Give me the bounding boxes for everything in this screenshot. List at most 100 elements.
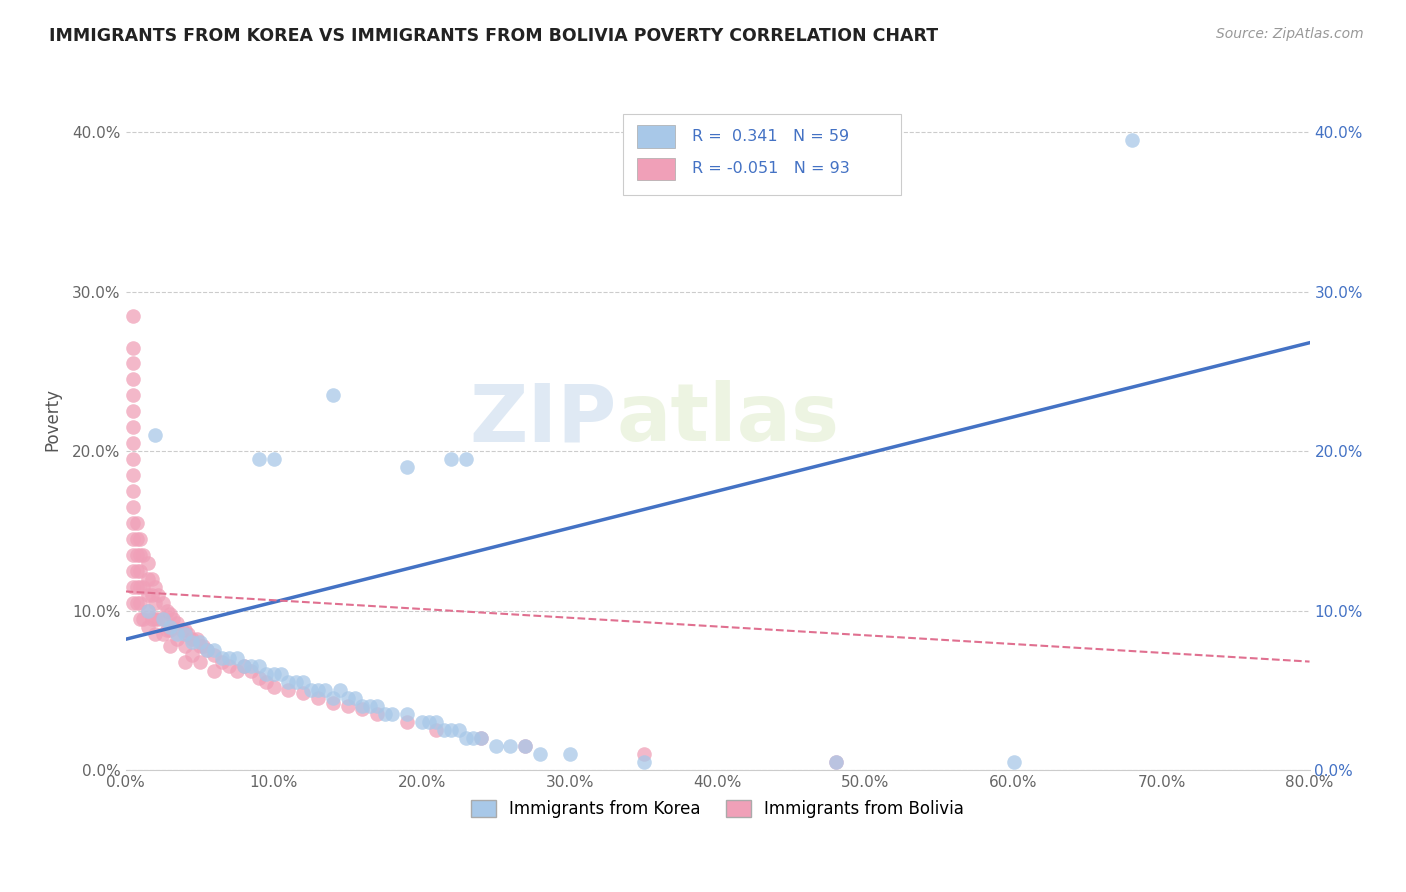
Point <box>202 643 225 657</box>
Point <box>418 715 440 730</box>
Point <box>307 683 329 698</box>
Point <box>218 651 240 665</box>
Point <box>166 632 188 647</box>
Point <box>152 596 174 610</box>
Point <box>307 691 329 706</box>
Point <box>322 696 344 710</box>
Point <box>166 616 188 631</box>
Point <box>136 603 159 617</box>
FancyBboxPatch shape <box>637 158 675 180</box>
Point <box>329 683 352 698</box>
Point <box>211 651 233 665</box>
Point <box>336 699 359 714</box>
Point <box>143 428 166 442</box>
Point <box>170 623 193 637</box>
Point <box>454 731 477 745</box>
FancyBboxPatch shape <box>623 114 901 194</box>
Point <box>366 699 388 714</box>
Point <box>122 596 145 610</box>
FancyBboxPatch shape <box>637 126 675 148</box>
Point <box>633 755 655 769</box>
Point <box>225 664 247 678</box>
Point <box>162 611 184 625</box>
Point <box>425 723 447 738</box>
Point <box>499 739 522 753</box>
Point <box>240 659 263 673</box>
Point <box>433 723 456 738</box>
Point <box>195 643 218 657</box>
Point <box>1002 755 1025 769</box>
Point <box>366 707 388 722</box>
Point <box>132 548 155 562</box>
Point <box>129 580 152 594</box>
Point <box>352 702 374 716</box>
Point <box>277 683 299 698</box>
Legend: Immigrants from Korea, Immigrants from Bolivia: Immigrants from Korea, Immigrants from B… <box>464 793 970 825</box>
Point <box>254 675 277 690</box>
Point <box>381 707 404 722</box>
Point <box>218 659 240 673</box>
Point <box>143 627 166 641</box>
Point <box>127 548 149 562</box>
Point <box>374 707 396 722</box>
Point <box>159 607 181 621</box>
Point <box>484 739 506 753</box>
Point <box>225 651 247 665</box>
Text: ZIP: ZIP <box>470 380 617 458</box>
Point <box>240 664 263 678</box>
Point <box>277 675 299 690</box>
Point <box>146 588 169 602</box>
Point <box>156 623 179 637</box>
Point <box>122 580 145 594</box>
Point <box>463 731 485 745</box>
Point <box>284 675 307 690</box>
Point <box>633 747 655 761</box>
Point <box>425 715 447 730</box>
Point <box>173 627 195 641</box>
Point <box>233 659 256 673</box>
Point <box>181 632 204 647</box>
Point <box>159 639 181 653</box>
Point <box>359 699 381 714</box>
Point <box>136 588 159 602</box>
Point <box>1121 133 1143 147</box>
Point <box>122 500 145 514</box>
Point <box>314 683 336 698</box>
Point <box>129 596 152 610</box>
Point <box>156 603 179 617</box>
Point <box>122 468 145 483</box>
Point <box>132 580 155 594</box>
Point <box>191 639 214 653</box>
Point <box>292 675 315 690</box>
Point <box>122 388 145 402</box>
Point <box>122 372 145 386</box>
Point <box>143 580 166 594</box>
Point <box>127 596 149 610</box>
Point <box>129 564 152 578</box>
Point <box>470 731 492 745</box>
Point <box>181 635 204 649</box>
Point <box>152 611 174 625</box>
Point <box>152 627 174 641</box>
Point <box>247 659 270 673</box>
Point <box>395 715 418 730</box>
Point <box>136 619 159 633</box>
Point <box>211 655 233 669</box>
Point <box>195 643 218 657</box>
Point <box>136 572 159 586</box>
Point <box>352 699 374 714</box>
Point <box>233 659 256 673</box>
Text: IMMIGRANTS FROM KOREA VS IMMIGRANTS FROM BOLIVIA POVERTY CORRELATION CHART: IMMIGRANTS FROM KOREA VS IMMIGRANTS FROM… <box>49 27 938 45</box>
Point <box>122 516 145 530</box>
Point <box>454 452 477 467</box>
Point <box>515 739 537 753</box>
Point <box>188 635 211 649</box>
Point <box>825 755 848 769</box>
Point <box>122 564 145 578</box>
Point <box>173 639 195 653</box>
Y-axis label: Poverty: Poverty <box>44 388 60 450</box>
Point <box>254 667 277 681</box>
Point <box>322 691 344 706</box>
Point <box>122 436 145 450</box>
Point <box>440 452 463 467</box>
